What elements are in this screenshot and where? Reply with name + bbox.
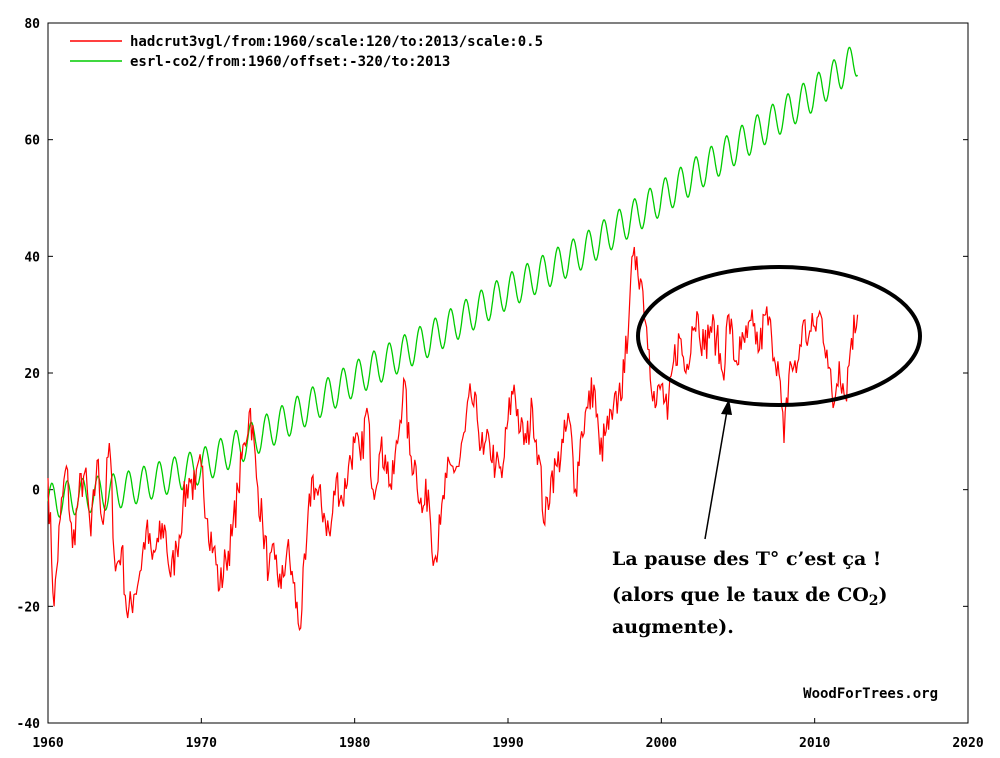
y-tick-label: 0 bbox=[32, 484, 40, 499]
y-tick-label: 40 bbox=[24, 250, 40, 265]
annotation-line-1: La pause des T° c’est ça ! bbox=[612, 548, 881, 570]
legend: hadcrut3vgl/from:1960/scale:120/to:2013/… bbox=[70, 34, 543, 70]
y-tick-label: 20 bbox=[24, 367, 40, 382]
y-tick-label: -20 bbox=[17, 600, 41, 615]
annotation-line-2-text: (alors que le taux de CO bbox=[612, 584, 869, 606]
legend-label-hadcrut: hadcrut3vgl/from:1960/scale:120/to:2013/… bbox=[130, 34, 543, 50]
annotation-subscript: 2 bbox=[869, 593, 879, 609]
x-tick-label: 1980 bbox=[339, 736, 370, 751]
annotation-line-2-end: ) bbox=[879, 584, 888, 606]
x-tick-label: 1990 bbox=[492, 736, 523, 751]
annotation-arrowhead bbox=[721, 399, 732, 415]
x-tick-label: 2010 bbox=[799, 736, 830, 751]
series-layer bbox=[47, 46, 859, 632]
x-tick-label: 1970 bbox=[186, 736, 217, 751]
legend-label-co2: esrl-co2/from:1960/offset:-320/to:2013 bbox=[130, 54, 450, 70]
x-tick-label: 1960 bbox=[32, 736, 63, 751]
watermark: WoodForTrees.org bbox=[803, 686, 938, 702]
series-line-hadcrut bbox=[47, 246, 859, 632]
y-tick-label: 80 bbox=[24, 17, 40, 32]
y-tick-label: -40 bbox=[17, 717, 41, 732]
plot-frame bbox=[47, 22, 969, 724]
annotation-line-2: (alors que le taux de CO2) bbox=[612, 584, 888, 609]
annotation-arrow bbox=[704, 404, 729, 540]
y-tick-label: 60 bbox=[24, 134, 40, 149]
annotation-line-3: augmente). bbox=[612, 616, 734, 638]
y-axis: 80 60 40 20 0 -20 -40 bbox=[17, 17, 968, 732]
x-tick-label: 2000 bbox=[646, 736, 677, 751]
pause-ellipse bbox=[636, 265, 922, 407]
x-axis: 1960 1970 1980 1990 2000 2010 2020 bbox=[32, 718, 984, 751]
series-line-co2 bbox=[47, 46, 859, 519]
x-tick-label: 2020 bbox=[952, 736, 983, 751]
